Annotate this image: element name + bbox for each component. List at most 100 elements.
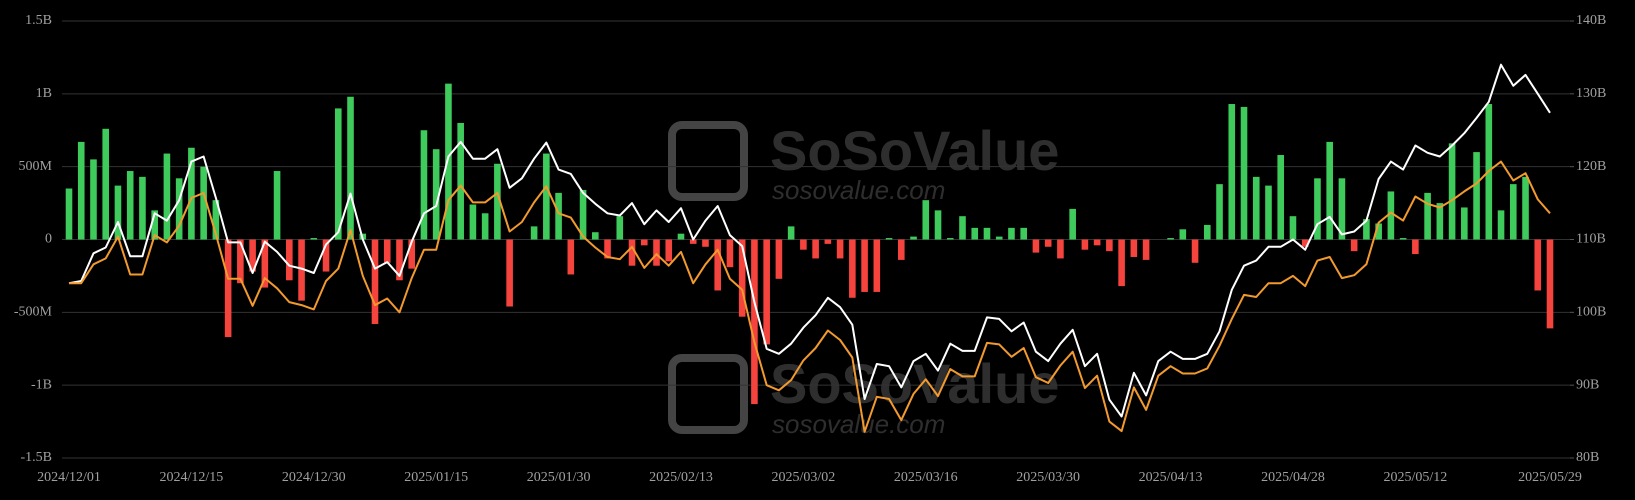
bar (1289, 216, 1297, 240)
bar (1167, 238, 1174, 240)
y-tick-label: 500M (19, 159, 53, 174)
bar (1069, 208, 1076, 240)
bar (824, 239, 832, 244)
bar (1240, 106, 1248, 240)
bar (1081, 239, 1089, 250)
bar (371, 239, 379, 324)
bar (1461, 207, 1468, 240)
bar (983, 227, 991, 240)
bar (139, 176, 146, 240)
bar (163, 153, 171, 240)
bar (689, 239, 697, 244)
bar (1338, 178, 1346, 240)
bar (934, 210, 942, 240)
bar (530, 226, 538, 240)
bar (995, 236, 1003, 240)
bar (702, 239, 709, 247)
bar (175, 178, 183, 240)
bar (273, 171, 281, 240)
y2-tick-label: 80B (1576, 450, 1599, 465)
bar (861, 239, 868, 292)
bar (640, 239, 648, 246)
bar (1265, 185, 1272, 240)
bar (1106, 239, 1113, 252)
bar (1350, 239, 1358, 252)
bar (1020, 227, 1027, 240)
bar (310, 238, 318, 240)
x-tick-label: 2024/12/01 (37, 470, 101, 485)
watermark-icon (668, 354, 748, 434)
y2-tick-label: 110B (1576, 232, 1606, 247)
x-tick-label: 2025/04/13 (1139, 470, 1203, 485)
bar (885, 238, 893, 240)
bar (677, 233, 685, 240)
bar (1057, 239, 1064, 259)
bar (1252, 176, 1260, 240)
bar (1216, 184, 1223, 240)
bar (383, 239, 391, 263)
bar (408, 239, 416, 269)
bar (763, 239, 770, 345)
bar (1142, 239, 1150, 260)
bar (1387, 191, 1395, 240)
bar (1522, 176, 1529, 240)
y-tick-label: 1.5B (25, 13, 52, 28)
bar (1412, 239, 1419, 255)
bar (469, 204, 477, 240)
bar (224, 239, 232, 338)
bar (946, 238, 954, 240)
y2-tick-label: 130B (1576, 86, 1606, 101)
watermark-url: sosovalue.com (772, 175, 945, 205)
bar (1509, 184, 1517, 240)
bar (1044, 239, 1052, 247)
bar (800, 239, 807, 250)
y2-tick-label: 90B (1576, 377, 1599, 392)
bar (849, 239, 856, 298)
bar (579, 189, 587, 240)
bar (114, 185, 122, 240)
bar (334, 108, 342, 240)
line (68, 63, 1551, 418)
y2-tick-label: 100B (1576, 305, 1606, 320)
bar (897, 239, 905, 260)
bar (971, 227, 979, 240)
x-tick-label: 2025/01/30 (527, 470, 591, 485)
bar (1203, 224, 1211, 240)
bar (959, 216, 966, 240)
bar (910, 236, 917, 240)
bar (775, 239, 783, 279)
bar (836, 239, 844, 259)
bar (1473, 152, 1480, 240)
bar (1228, 104, 1236, 240)
bar (1534, 239, 1542, 291)
watermark-url: sosovalue.com (772, 409, 945, 439)
bar (592, 232, 599, 240)
bar (1301, 239, 1309, 247)
bar (445, 83, 452, 240)
bar (751, 239, 758, 405)
bar (261, 239, 269, 288)
y2-tick-label: 140B (1576, 13, 1606, 28)
bar (200, 166, 207, 240)
bar (1448, 143, 1456, 240)
bar (249, 239, 256, 272)
watermark-icon (668, 121, 748, 201)
bar (1008, 227, 1015, 240)
bar (77, 141, 85, 240)
bar (298, 239, 305, 301)
bar (555, 192, 562, 240)
x-tick-label: 2025/03/30 (1016, 470, 1080, 485)
y-tick-label: -1.5B (21, 450, 53, 465)
watermark: SoSoValue sosovalue.com SoSoValue sosova… (668, 119, 1059, 439)
bar (1032, 239, 1040, 253)
bar (1326, 141, 1333, 240)
bar (567, 239, 575, 275)
x-tick-label: 2025/05/12 (1383, 470, 1447, 485)
x-tick-label: 2025/04/28 (1261, 470, 1325, 485)
bar (212, 200, 220, 240)
bar (494, 163, 501, 240)
bar (1118, 239, 1125, 287)
bar (787, 226, 795, 240)
bar (628, 239, 636, 266)
bar (1130, 239, 1138, 257)
